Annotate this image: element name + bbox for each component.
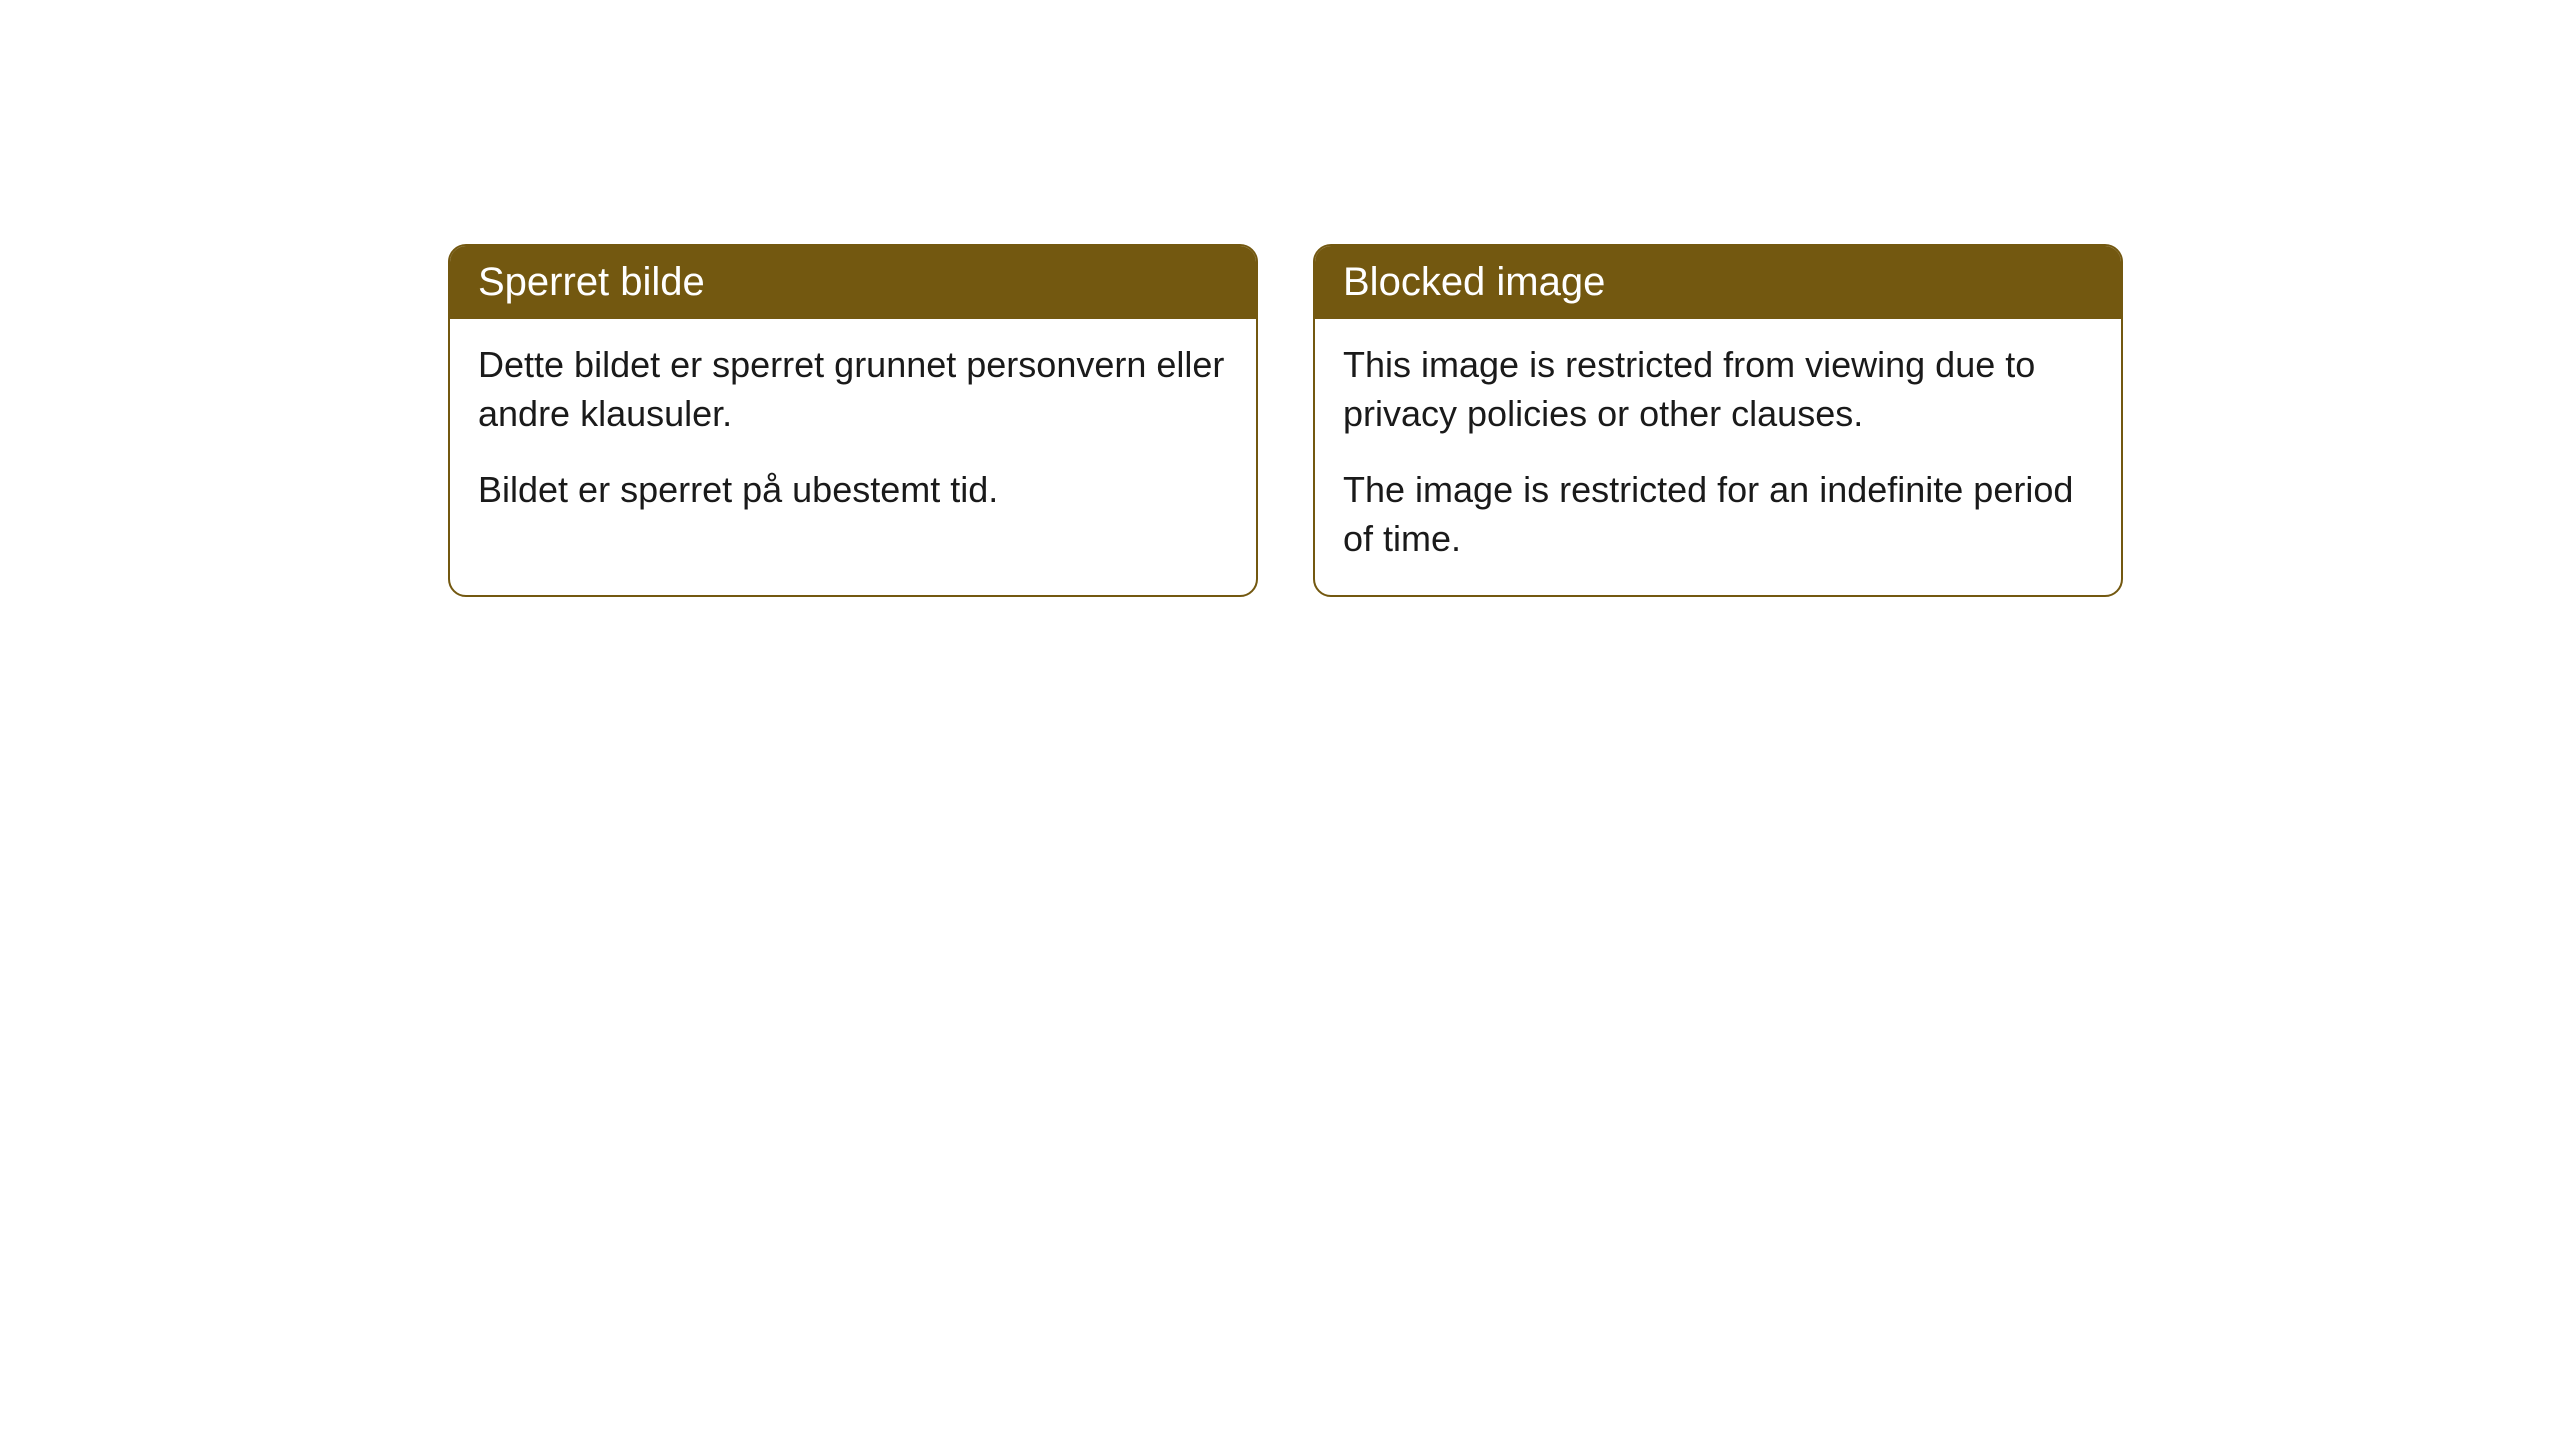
card-paragraph: Dette bildet er sperret grunnet personve… — [478, 341, 1228, 438]
card-paragraph: This image is restricted from viewing du… — [1343, 341, 2093, 438]
card-paragraph: Bildet er sperret på ubestemt tid. — [478, 466, 1228, 515]
card-header-norwegian: Sperret bilde — [450, 246, 1256, 319]
card-norwegian: Sperret bilde Dette bildet er sperret gr… — [448, 244, 1258, 597]
card-body-english: This image is restricted from viewing du… — [1315, 319, 2121, 595]
cards-container: Sperret bilde Dette bildet er sperret gr… — [0, 0, 2560, 597]
card-header-english: Blocked image — [1315, 246, 2121, 319]
card-english: Blocked image This image is restricted f… — [1313, 244, 2123, 597]
card-paragraph: The image is restricted for an indefinit… — [1343, 466, 2093, 563]
card-body-norwegian: Dette bildet er sperret grunnet personve… — [450, 319, 1256, 547]
